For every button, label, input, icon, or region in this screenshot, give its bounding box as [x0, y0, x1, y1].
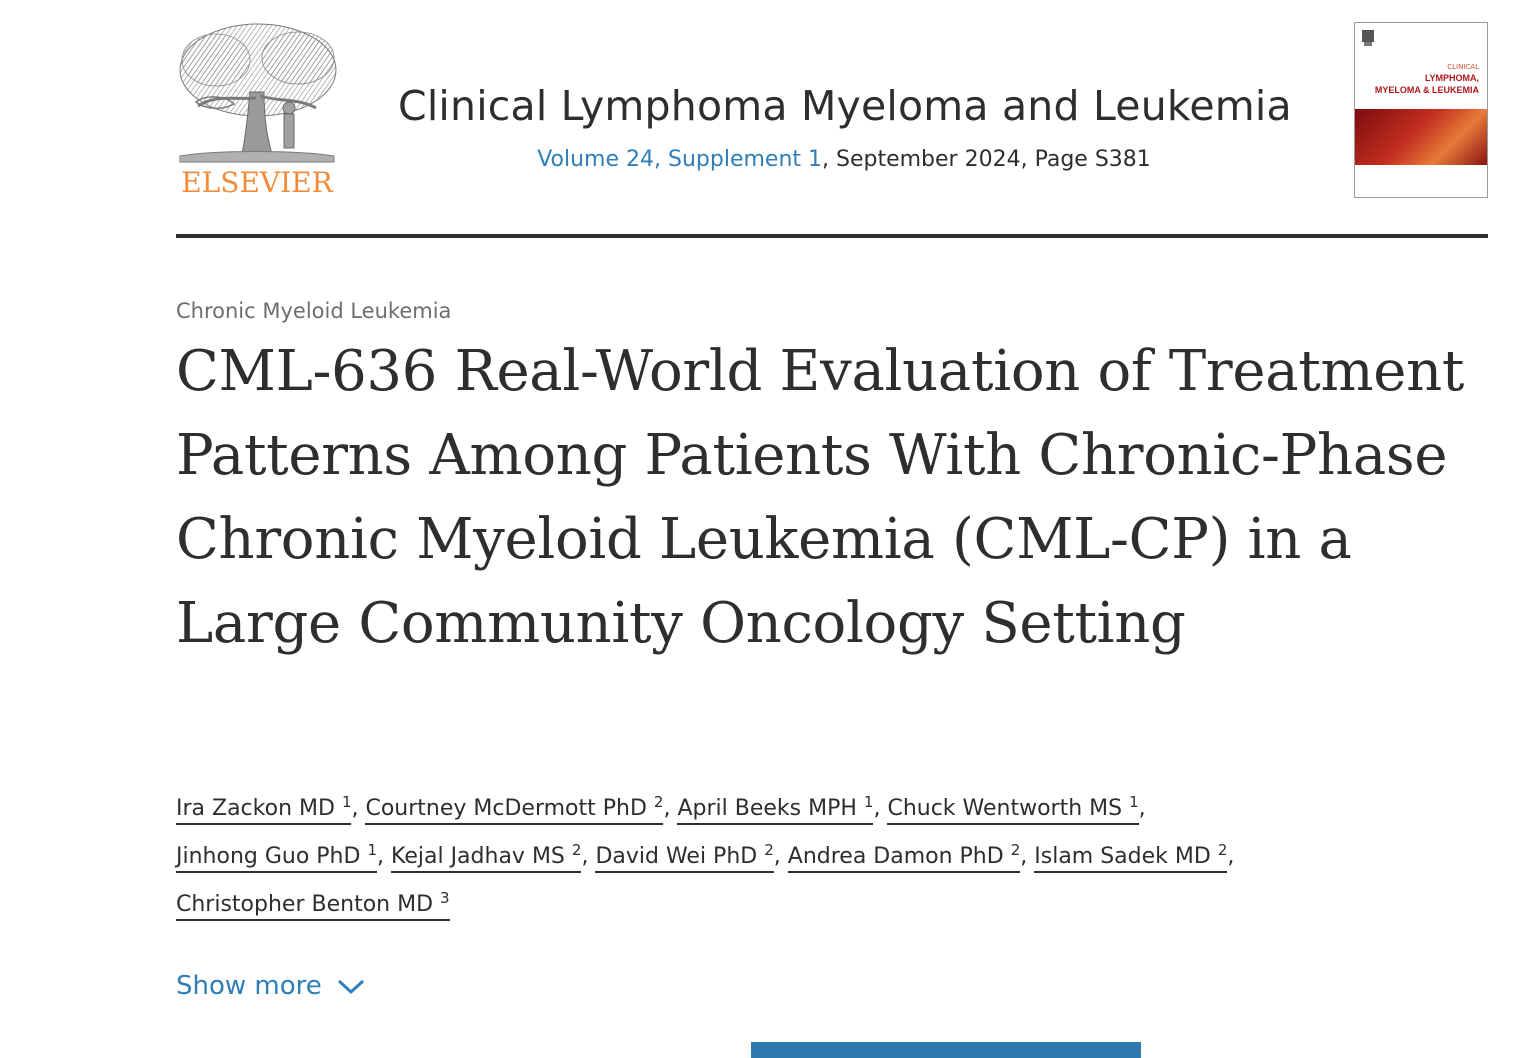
view-pdf-button-partial[interactable]: [751, 1042, 1141, 1058]
author-name: Andrea Damon PhD: [787, 844, 1004, 869]
author-affiliation: 2: [1217, 841, 1228, 859]
author-name: Kejal Jadhav MS: [391, 844, 565, 869]
author-list: Ira Zackon MD 1, Courtney McDermott PhD …: [176, 785, 1486, 929]
author-link[interactable]: April Beeks MPH 1: [677, 793, 874, 825]
author-item: Ira Zackon MD 1,: [176, 793, 365, 825]
author-affiliation: 2: [571, 841, 582, 859]
show-more-label: Show more: [176, 971, 322, 1001]
issue-date-page: , September 2024, Page S381: [822, 147, 1151, 172]
author-link[interactable]: Kejal Jadhav MS 2: [391, 841, 582, 873]
author-affiliation: 1: [1129, 793, 1139, 811]
cover-line-1: CLINICAL: [1447, 63, 1479, 71]
author-item: Courtney McDermott PhD 2,: [365, 793, 677, 825]
author-item: Jinhong Guo PhD 1,: [176, 841, 391, 873]
author-name: April Beeks MPH: [677, 796, 857, 821]
author-name: Chuck Wentworth MS: [887, 796, 1123, 821]
author-item: David Wei PhD 2,: [595, 841, 787, 873]
author-link[interactable]: Andrea Damon PhD 2: [787, 841, 1021, 873]
author-affiliation: 2: [1010, 841, 1021, 859]
author-name: Christopher Benton MD: [176, 892, 434, 917]
cover-artwork: [1355, 109, 1487, 165]
cover-line-2: LYMPHOMA,: [1424, 73, 1479, 83]
author-item: Kejal Jadhav MS 2,: [391, 841, 595, 873]
author-item: Islam Sadek MD 2,: [1034, 841, 1234, 873]
author-link[interactable]: Christopher Benton MD 3: [176, 889, 450, 921]
elsevier-tree-icon: [179, 23, 337, 163]
author-link[interactable]: Islam Sadek MD 2: [1034, 841, 1228, 873]
author-affiliation: 1: [341, 793, 352, 811]
author-affiliation: 1: [863, 793, 874, 811]
chevron-down-icon: [337, 979, 364, 995]
author-name: David Wei PhD: [595, 844, 758, 869]
author-affiliation: 2: [764, 841, 774, 859]
author-name: Jinhong Guo PhD: [176, 844, 361, 869]
author-link[interactable]: Ira Zackon MD 1: [176, 793, 352, 825]
author-link[interactable]: Chuck Wentworth MS 1: [887, 793, 1139, 825]
show-more-button[interactable]: Show more: [176, 966, 366, 1006]
volume-link[interactable]: Volume 24, Supplement 1: [537, 147, 823, 172]
journal-cover-thumbnail[interactable]: CLINICAL LYMPHOMA, MYELOMA & LEUKEMIA: [1354, 22, 1488, 198]
elsevier-wordmark: ELSEVIER: [181, 166, 333, 199]
author-affiliation: 1: [367, 841, 377, 859]
author-affiliation: 3: [440, 889, 450, 907]
cover-top: [1355, 23, 1487, 107]
author-link[interactable]: Jinhong Guo PhD 1: [176, 841, 377, 873]
journal-title[interactable]: Clinical Lymphoma Myeloma and Leukemia: [398, 82, 1292, 130]
author-affiliation: 2: [653, 793, 664, 811]
author-item: April Beeks MPH 1,: [677, 793, 887, 825]
author-link[interactable]: David Wei PhD 2: [595, 841, 774, 873]
author-name: Islam Sadek MD: [1034, 844, 1211, 869]
author-item: Chuck Wentworth MS 1,: [887, 793, 1146, 825]
article-title: CML-636 Real-World Evaluation of Treatme…: [176, 339, 1465, 656]
elsevier-logo[interactable]: ELSEVIER: [176, 22, 338, 200]
cover-footer: [1355, 165, 1487, 197]
article-section-label: Chronic Myeloid Leukemia: [176, 299, 452, 323]
author-name: Courtney McDermott PhD: [365, 796, 647, 821]
author-link[interactable]: Courtney McDermott PhD 2: [365, 793, 664, 825]
author-item: Andrea Damon PhD 2,: [787, 841, 1034, 873]
issue-info: Volume 24, Supplement 1, September 2024,…: [398, 144, 1290, 176]
cover-publisher-icon: [1362, 30, 1374, 46]
author-name: Ira Zackon MD: [176, 796, 335, 821]
author-item: Christopher Benton MD 3: [176, 889, 450, 921]
header-divider: [176, 234, 1488, 238]
cover-line-3: MYELOMA & LEUKEMIA: [1374, 85, 1479, 95]
